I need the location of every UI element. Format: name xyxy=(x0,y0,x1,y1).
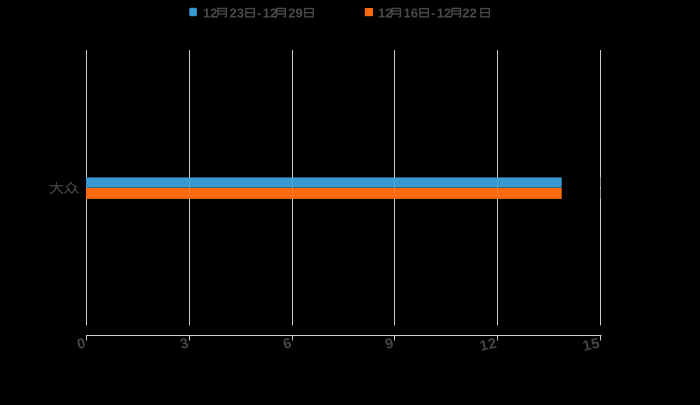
svg-text:3: 3 xyxy=(179,335,191,353)
svg-text:12: 12 xyxy=(478,335,498,354)
svg-text:-: - xyxy=(257,5,261,20)
svg-text:12: 12 xyxy=(437,5,451,20)
svg-text:12: 12 xyxy=(203,5,217,20)
svg-text:0: 0 xyxy=(76,335,88,353)
svg-text:23: 23 xyxy=(230,5,244,20)
svg-text:16: 16 xyxy=(404,5,418,20)
svg-text:15: 15 xyxy=(581,335,601,354)
svg-text:6: 6 xyxy=(282,335,294,353)
svg-text:22: 22 xyxy=(462,5,476,20)
svg-text:29: 29 xyxy=(288,5,302,20)
svg-text:12: 12 xyxy=(378,5,392,20)
svg-text:9: 9 xyxy=(384,335,396,353)
svg-text:-: - xyxy=(431,5,435,20)
svg-text:12: 12 xyxy=(263,5,277,20)
